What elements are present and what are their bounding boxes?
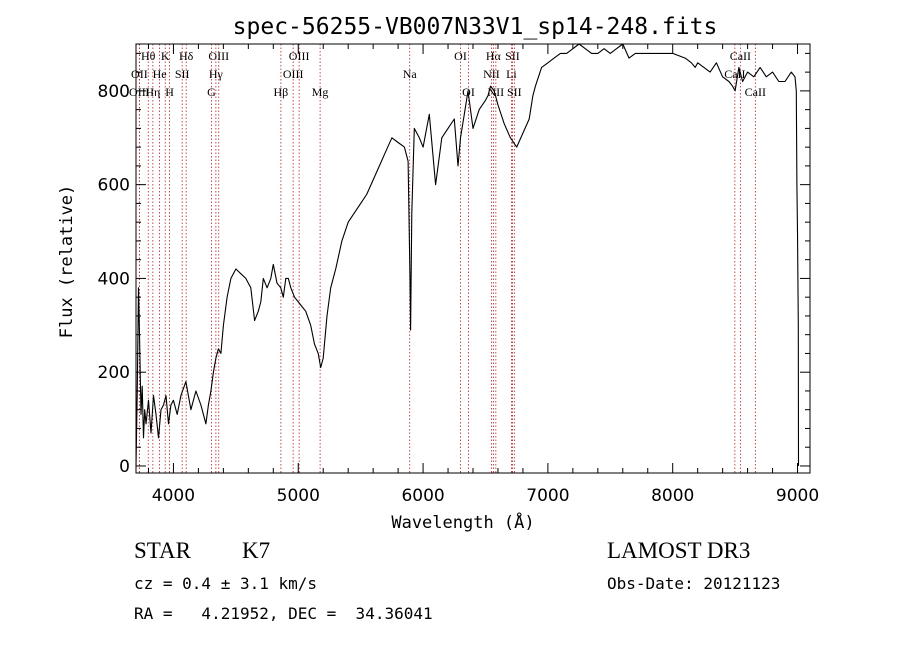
spectral-line-label: Mg	[312, 85, 329, 99]
spectral-line-label: CaII	[745, 85, 766, 99]
spectral-line-label: SII	[507, 85, 522, 99]
redshift-label: cz = 0.4 ± 3.1 km/s	[134, 574, 318, 593]
spectral-line-label: Hη	[145, 85, 160, 99]
y-tick-label: 200	[98, 363, 130, 383]
spectral-line-label: Na	[403, 67, 418, 81]
spectral-line-label: OII	[131, 67, 148, 81]
spectral-line-label: Hα	[486, 49, 502, 63]
x-tick-label: 7000	[526, 486, 569, 506]
y-tick-label: 400	[98, 269, 130, 289]
x-tick-label: 4000	[152, 486, 195, 506]
spectral-line-label: G	[207, 85, 216, 99]
spectral-line-label: OIII	[129, 85, 150, 99]
spectral-line-label: Hθ	[141, 49, 156, 63]
spectral-line-label: Li	[506, 67, 517, 81]
coordinates-label: RA = 4.21952, DEC = 34.36041	[134, 604, 433, 623]
spectral-line-label: NII	[483, 67, 500, 81]
spectral-line-label: OI	[454, 49, 467, 63]
x-tick-label: 8000	[651, 486, 694, 506]
chart-title: spec-56255-VB007N33V1_sp14-248.fits	[233, 14, 718, 40]
spectral-line-label: Hβ	[274, 85, 289, 99]
spectral-line-label: He	[153, 67, 167, 81]
x-axis-label: Wavelength (Å)	[391, 511, 534, 533]
x-tick-label: 9000	[776, 486, 819, 506]
plot-frame	[135, 43, 811, 474]
spectral-line-label: SII	[175, 67, 190, 81]
spectral-subclass-label: K7	[242, 538, 271, 563]
spectrum-series-line	[135, 43, 800, 467]
spectral-line-label: OIII	[283, 67, 304, 81]
survey-label: LAMOST DR3	[607, 538, 751, 563]
y-axis-label: Flux (relative)	[57, 185, 77, 339]
spectral-line-label: CaII	[730, 49, 751, 63]
spectral-line-label: H	[165, 85, 174, 99]
spectral-line-label: OIII	[208, 49, 229, 63]
spectral-line-label: OIII	[289, 49, 310, 63]
object-class-label: STAR	[134, 538, 191, 563]
obs-date-label: Obs-Date: 20121123	[607, 574, 781, 593]
spectral-line-label: Hγ	[209, 67, 224, 81]
x-tick-label: 5000	[277, 486, 320, 506]
spectral-line-label: SII	[505, 49, 520, 63]
spectral-line-label: Hδ	[179, 49, 194, 63]
x-tick-label: 6000	[401, 486, 444, 506]
y-tick-label: 600	[98, 176, 130, 196]
y-tick-label: 0	[119, 457, 130, 477]
y-tick-label: 800	[98, 82, 130, 102]
spectral-line-label: K	[161, 49, 170, 63]
